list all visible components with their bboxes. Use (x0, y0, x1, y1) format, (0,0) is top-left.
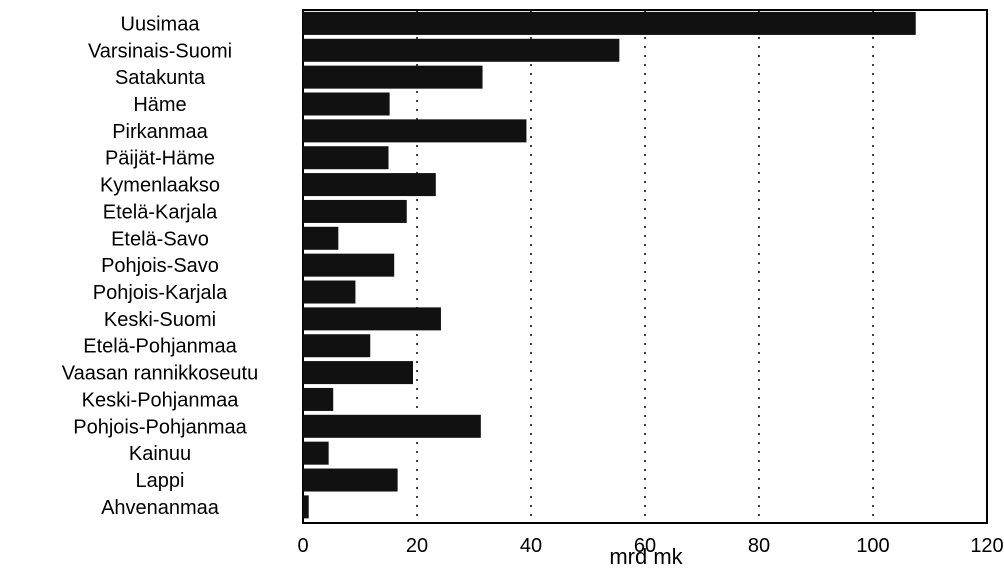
category-label-5: Päijät-Häme (105, 148, 215, 170)
bar-1 (303, 38, 620, 62)
bar-8 (303, 226, 339, 250)
bar-18 (303, 495, 309, 519)
x-axis-label: mrd mk (609, 544, 683, 569)
bars-group (303, 11, 916, 519)
bar-9 (303, 253, 395, 277)
category-label-13: Vaasan rannikkoseutu (62, 363, 258, 385)
bar-6 (303, 173, 436, 197)
category-label-14: Keski-Pohjanmaa (82, 389, 240, 411)
x-tick-labels: 0 20 40 60 80 100 120 (297, 535, 1003, 557)
category-labels: Uusimaa Varsinais-Suomi Satakunta Häme Pirka… (62, 13, 258, 518)
x-tick-label-0: 0 (297, 535, 308, 557)
x-tick-label-6: 120 (970, 535, 1003, 557)
category-label-16: Kainuu (129, 443, 191, 465)
x-tick-label-4: 80 (748, 535, 770, 557)
category-label-6: Kymenlaakso (100, 175, 220, 197)
bar-5 (303, 146, 389, 170)
category-label-4: Pirkanmaa (112, 121, 208, 143)
x-tick-label-5: 100 (856, 535, 889, 557)
category-label-15: Pohjois-Pohjanmaa (73, 416, 247, 438)
bar-11 (303, 307, 441, 331)
bar-13 (303, 361, 414, 385)
category-label-12: Etelä-Pohjanmaa (83, 336, 237, 358)
category-label-17: Lappi (136, 470, 185, 492)
category-label-0: Uusimaa (121, 13, 201, 35)
category-label-7: Etelä-Karjala (103, 201, 218, 223)
bar-17 (303, 468, 398, 492)
category-label-8: Etelä-Savo (111, 228, 209, 250)
bar-7 (303, 199, 407, 223)
category-label-2: Satakunta (115, 67, 206, 89)
grid-lines (416, 10, 874, 523)
bar-12 (303, 334, 371, 358)
bar-14 (303, 387, 334, 411)
bar-4 (303, 119, 527, 143)
x-tick-label-2: 40 (520, 535, 542, 557)
bar-16 (303, 441, 329, 465)
bar-0 (303, 11, 916, 35)
bar-2 (303, 65, 483, 89)
category-label-3: Häme (133, 94, 186, 116)
bar-3 (303, 92, 390, 116)
category-label-10: Pohjois-Karjala (93, 282, 228, 304)
x-tick-label-1: 20 (406, 535, 428, 557)
category-label-18: Ahvenanmaa (101, 497, 220, 519)
bar-15 (303, 414, 481, 438)
category-label-11: Keski-Suomi (104, 309, 216, 331)
x-tick-label-3: 60 (634, 535, 656, 557)
category-label-1: Varsinais-Suomi (88, 40, 232, 62)
category-label-9: Pohjois-Savo (101, 255, 219, 277)
bar-10 (303, 280, 356, 304)
